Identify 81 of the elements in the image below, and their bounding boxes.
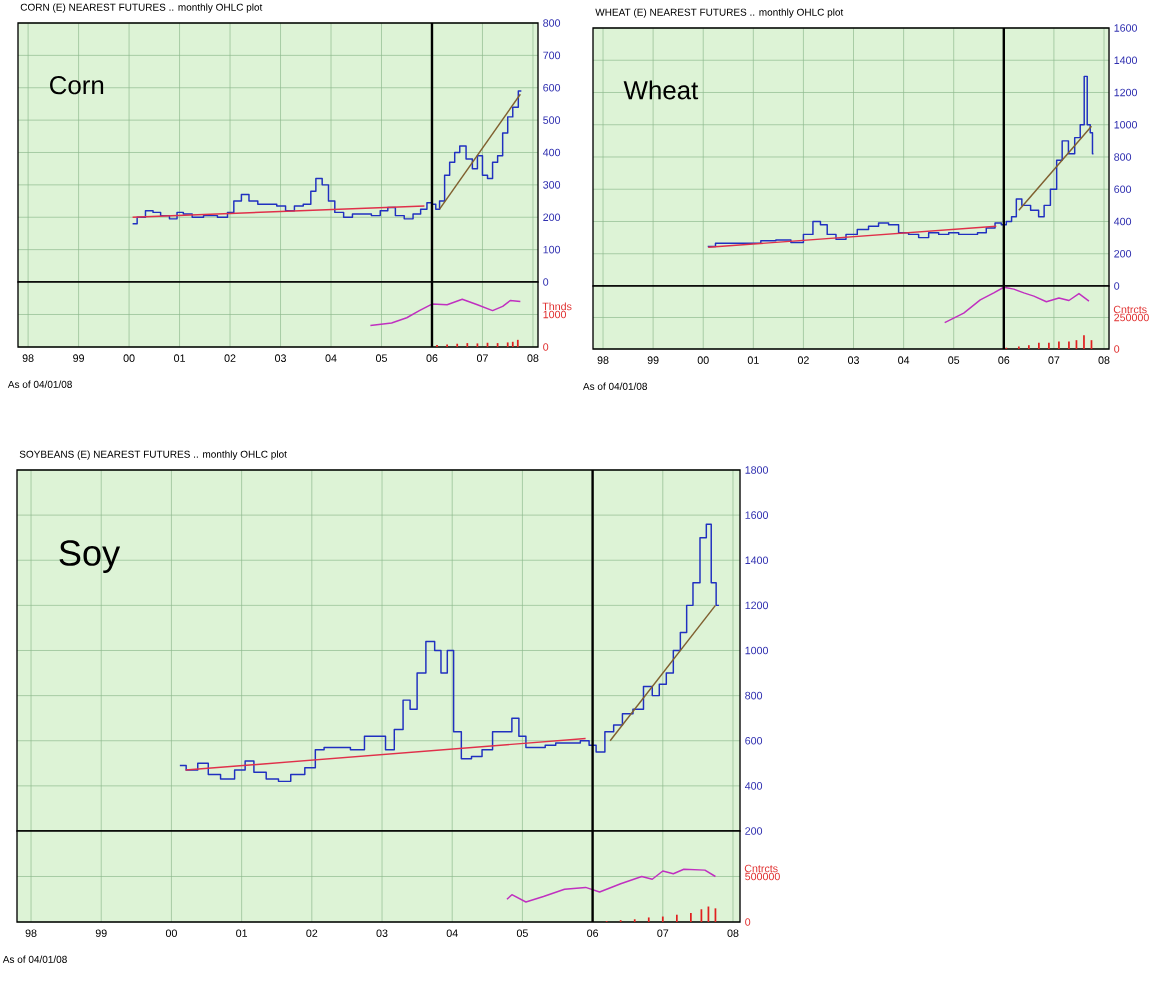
text: As of 04/01/08 (582, 382, 647, 390)
x-tick-label: 07 (1048, 356, 1060, 364)
text: As of 04/01/08 (7, 380, 72, 388)
x-tick-label: 99 (647, 356, 659, 364)
x-tick-label: 99 (73, 354, 84, 362)
annotation: Wheat (623, 80, 699, 100)
x-tick-label: 98 (25, 929, 37, 937)
line-series (943, 286, 1090, 324)
x-tick-label: 00 (697, 356, 709, 364)
x-tick-label: 00 (123, 354, 135, 362)
line-series (369, 298, 522, 327)
y-tick-label: 500 (543, 116, 561, 124)
y-tick-label: 1400 (745, 556, 769, 565)
y-tick-label: 200 (543, 213, 561, 222)
y-tick-label: 300 (543, 181, 561, 189)
y-tick-label: 800 (1114, 153, 1132, 161)
x-tick-label: 03 (376, 929, 388, 937)
x-tick-label: 05 (516, 929, 528, 937)
annotation: Corn (50, 76, 104, 95)
y-tick-label: 200 (1114, 249, 1132, 258)
y-tick-label: 1000 (1114, 120, 1138, 129)
x-tick-label: 06 (587, 929, 599, 937)
x-tick-label: 02 (797, 356, 809, 364)
y-tick-label: 1800 (745, 466, 769, 474)
x-tick-label: 01 (174, 354, 185, 362)
chart-title: WHEAT (E) NEAREST FUTURES .. monthly OHLC plot (595, 8, 844, 18)
x-tick-label: 01 (747, 356, 759, 364)
x-tick-label: 08 (1098, 356, 1110, 364)
y-tick-label: 500000 (745, 872, 780, 881)
y-tick-label: 400 (542, 148, 561, 157)
y-tick-label: 100 (543, 245, 561, 254)
x-tick-label: 02 (224, 354, 236, 362)
x-tick-label: 06 (998, 356, 1010, 364)
x-tick-label: 99 (95, 929, 107, 937)
line-series (506, 868, 717, 903)
y-tick-label: 1000 (543, 310, 567, 319)
y-tick-label: 1600 (745, 511, 769, 519)
x-tick-label: 05 (948, 356, 960, 364)
x-tick-label: 05 (375, 354, 387, 362)
y-tick-label: 600 (745, 736, 763, 745)
y-tick-label: 0 (745, 918, 751, 926)
y-tick-label: 800 (745, 691, 763, 700)
y-tick-label: 1400 (1114, 56, 1138, 65)
y-tick-label: 0 (1114, 282, 1120, 290)
x-tick-label: 08 (527, 354, 539, 362)
y-axis-title: Cntrcts (1113, 305, 1147, 314)
y-axis-title: Cntrcts (744, 864, 778, 873)
y-tick-label: 600 (1114, 185, 1132, 194)
annotation: Soy (59, 540, 121, 574)
y-tick-label: 400 (1113, 217, 1132, 226)
x-tick-label: 08 (727, 929, 739, 937)
x-tick-label: 03 (275, 354, 286, 362)
y-tick-label: 0 (543, 278, 549, 286)
y-tick-label: 1200 (745, 601, 769, 610)
y-tick-label: 1000 (745, 646, 769, 655)
x-tick-label: 06 (426, 354, 438, 362)
x-tick-label: 02 (306, 929, 318, 937)
y-tick-label: 250000 (1114, 313, 1149, 322)
text: As of 04/01/08 (2, 955, 67, 963)
y-tick-label: 600 (543, 83, 561, 92)
y-tick-label: 0 (543, 343, 549, 351)
y-axis-title: Thnds (542, 302, 572, 311)
y-tick-label: 700 (543, 51, 561, 60)
x-tick-label: 98 (597, 356, 609, 364)
y-tick-label: 400 (744, 782, 763, 790)
x-tick-label: 98 (22, 354, 34, 362)
y-tick-label: 0 (1114, 345, 1120, 353)
chart-title: SOYBEANS (E) NEAREST FUTURES .. monthly OHLC plot (19, 450, 287, 460)
x-tick-label: 04 (898, 356, 910, 364)
x-tick-label: 04 (446, 929, 458, 937)
x-tick-label: 00 (165, 929, 177, 937)
y-tick-label: 200 (745, 827, 763, 835)
x-tick-label: 03 (848, 356, 859, 364)
y-tick-label: 1200 (1114, 88, 1138, 97)
x-tick-label: 07 (476, 354, 488, 362)
y-tick-label: 1600 (1114, 24, 1138, 32)
x-tick-label: 01 (236, 929, 248, 937)
y-tick-label: 800 (543, 19, 561, 27)
x-tick-label: 04 (325, 354, 337, 362)
chart-title: CORN (E) NEAREST FUTURES .. monthly OHLC plot (20, 3, 263, 13)
x-tick-label: 07 (657, 929, 669, 937)
